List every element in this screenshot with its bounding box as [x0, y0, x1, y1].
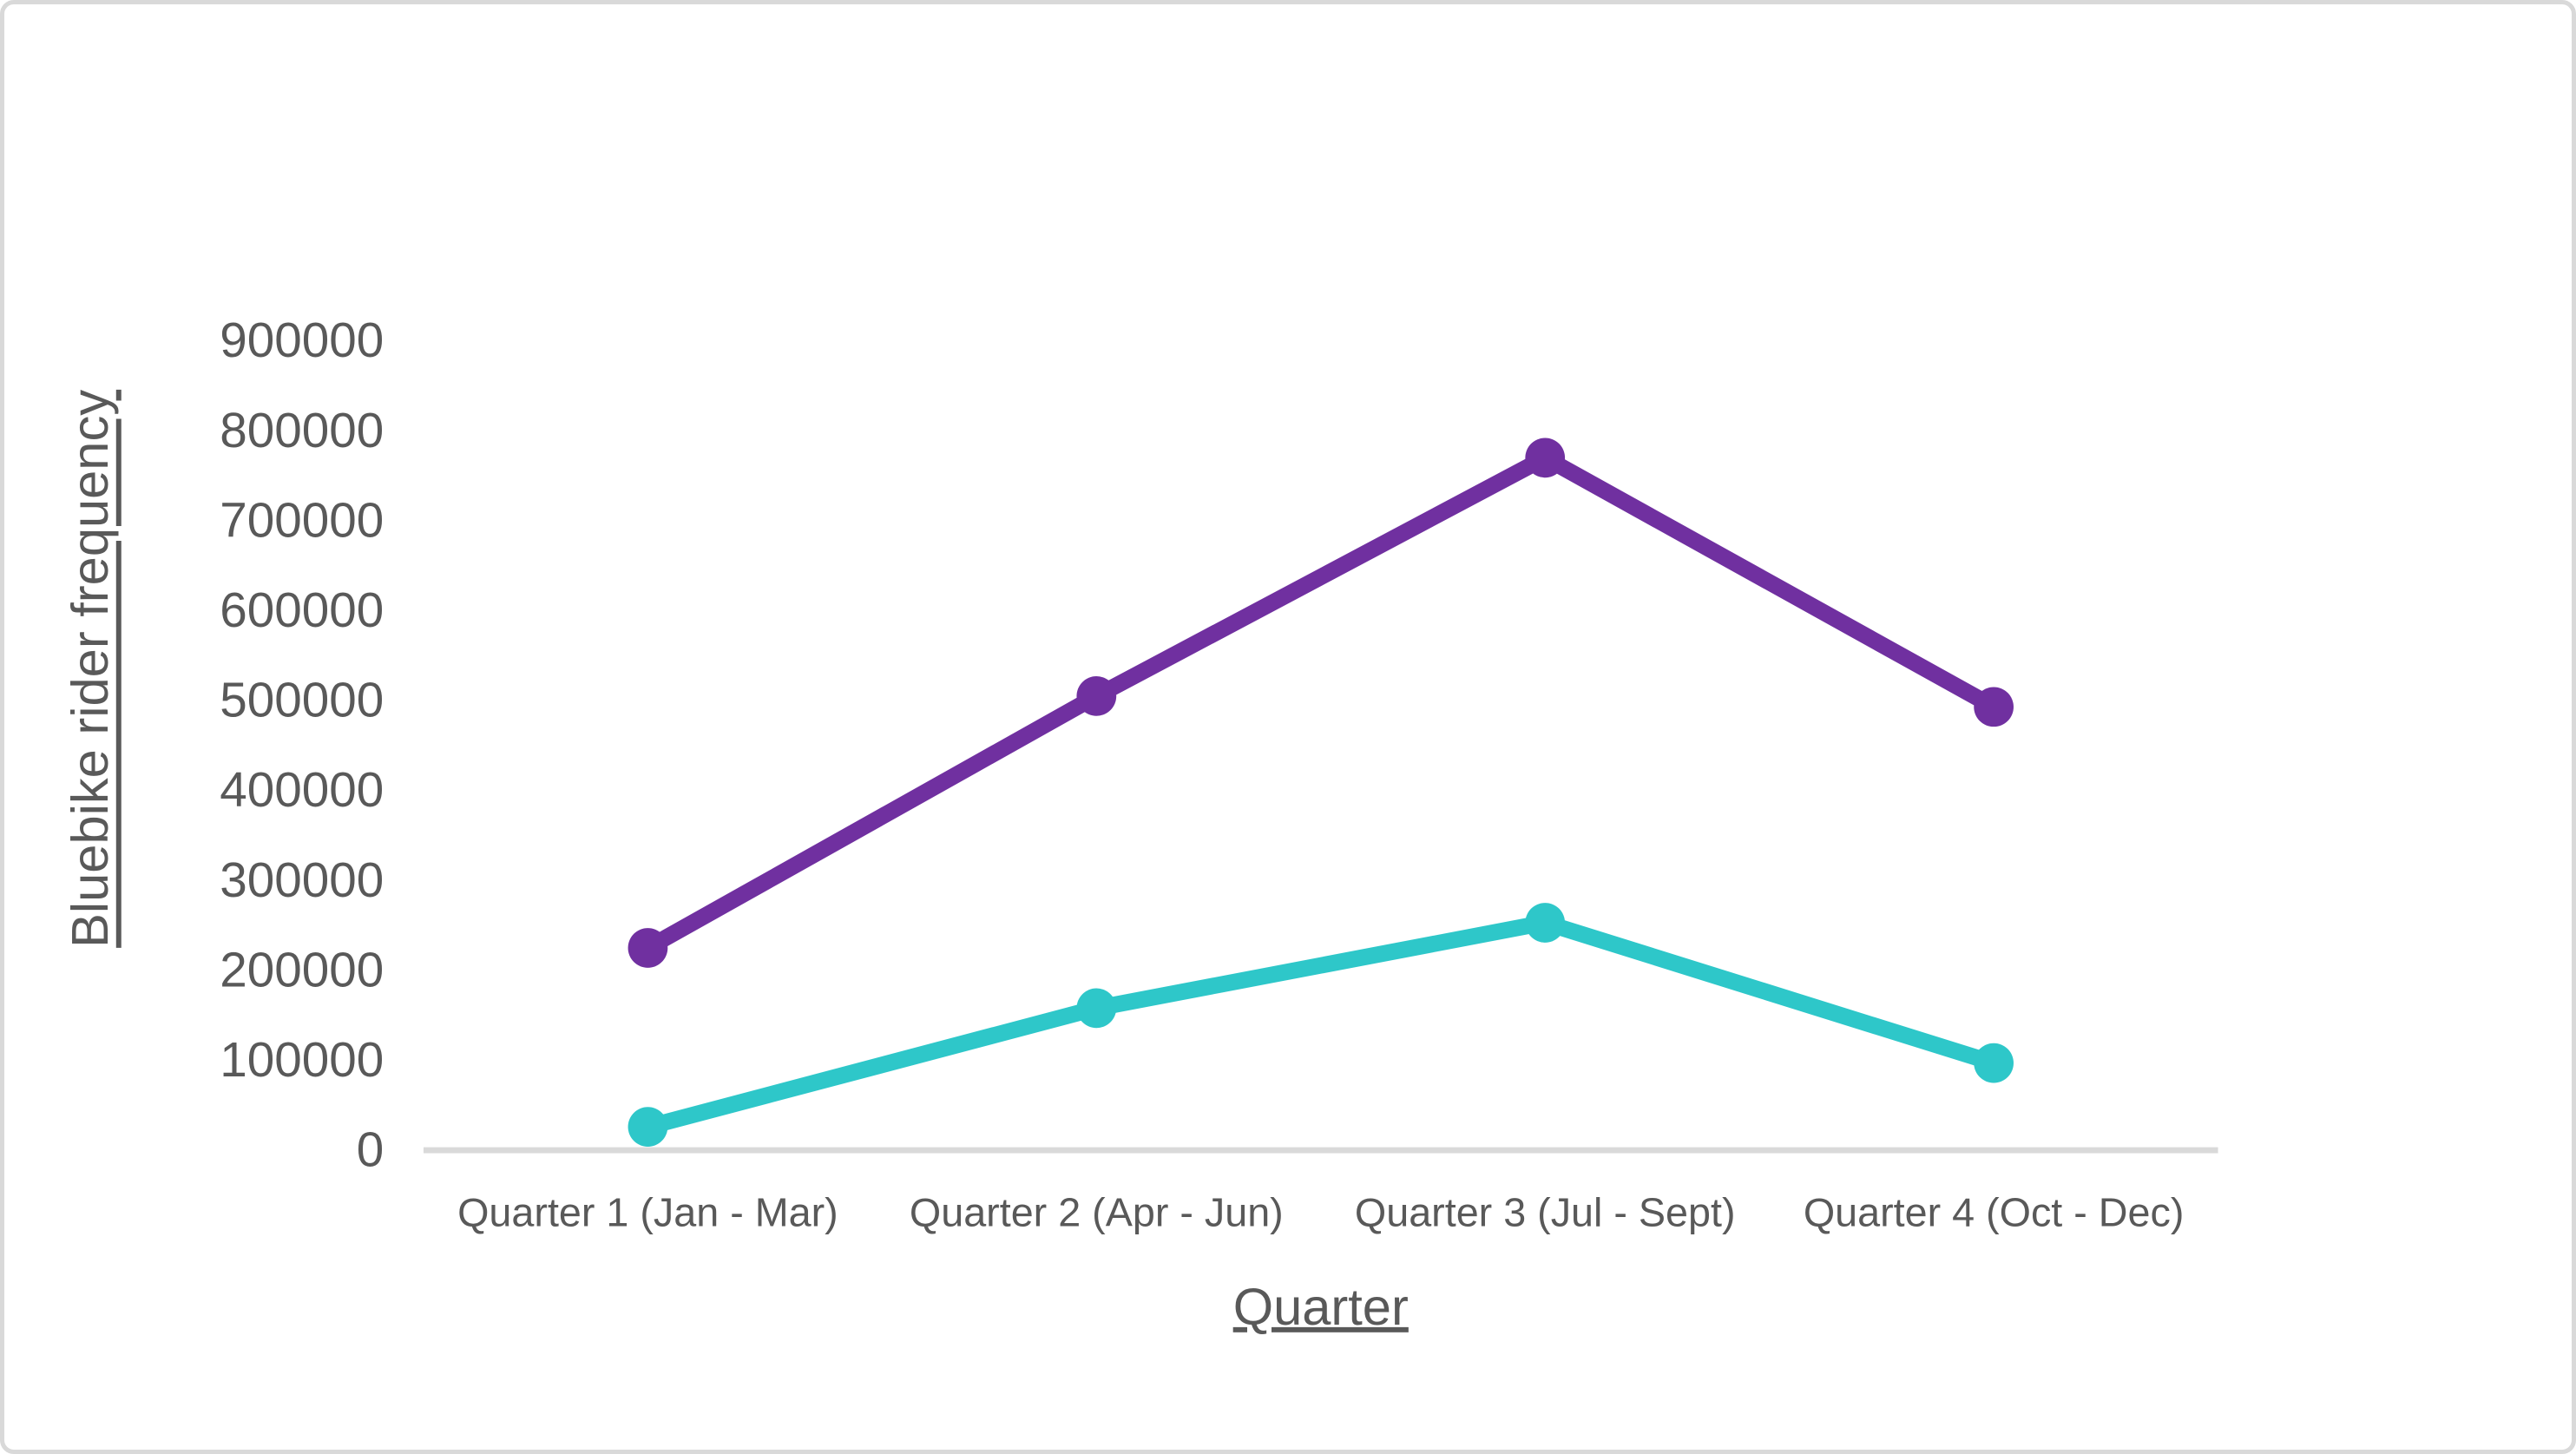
y-tick-label: 600000 [220, 583, 384, 638]
y-tick-label: 700000 [220, 493, 384, 548]
y-tick-label: 300000 [220, 853, 384, 908]
purple-series-line [639, 449, 2002, 957]
y-tick-label: 0 [357, 1123, 384, 1178]
teal-series-marker [1076, 988, 1117, 1029]
y-tick-label: 500000 [220, 674, 384, 728]
x-tick-label: Quarter 4 (Oct - Dec) [1804, 1190, 2185, 1235]
purple-series-marker [628, 928, 668, 968]
line-chart: 0 100000 200000 300000 400000 500000 600000 700… [61, 313, 2218, 1336]
purple-series-marker [1525, 438, 1566, 478]
y-axis-tick-labels: 0 100000 200000 300000 400000 500000 600000 700… [220, 313, 384, 1177]
x-tick-label: Quarter 2 (Apr - Jun) [910, 1190, 1284, 1235]
y-axis-title: Bluebike rider frequency [61, 390, 119, 948]
teal-series-marker [1525, 903, 1566, 943]
teal-series-line [639, 914, 2002, 1135]
y-tick-label: 400000 [220, 763, 384, 818]
y-tick-label: 900000 [220, 313, 384, 368]
purple-series-marker [1974, 687, 2014, 727]
y-tick-label: 100000 [220, 1033, 384, 1088]
x-axis-category-labels: Quarter 1 (Jan - Mar) Quarter 2 (Apr - Ju… [457, 1190, 2184, 1235]
x-axis-title: Quarter [1233, 1278, 1409, 1336]
y-tick-label: 800000 [220, 404, 384, 458]
y-tick-label: 200000 [220, 943, 384, 997]
x-tick-label: Quarter 3 (Jul - Sept) [1355, 1190, 1736, 1235]
x-tick-label: Quarter 1 (Jan - Mar) [457, 1190, 838, 1235]
teal-series-marker [628, 1107, 668, 1147]
data-series [628, 438, 2014, 1147]
teal-series-marker [1974, 1043, 2014, 1083]
purple-series-marker [1076, 676, 1117, 716]
